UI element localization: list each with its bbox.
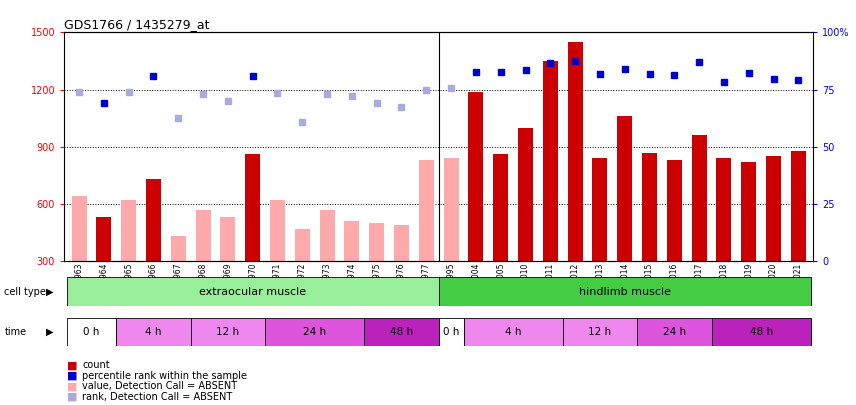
Bar [265, 318, 365, 346]
Text: 48 h: 48 h [390, 327, 413, 337]
Text: 0 h: 0 h [443, 327, 460, 337]
Text: 12 h: 12 h [588, 327, 611, 337]
Bar [196, 210, 211, 261]
Bar [394, 225, 409, 261]
Bar [438, 318, 463, 346]
Bar [692, 135, 706, 261]
Bar [97, 217, 111, 261]
Bar [562, 318, 637, 346]
Bar [443, 158, 459, 261]
Text: ▶: ▶ [45, 327, 53, 337]
Text: 0 h: 0 h [83, 327, 99, 337]
Bar [617, 116, 632, 261]
Bar [741, 162, 756, 261]
Bar [116, 318, 191, 346]
Text: ■: ■ [67, 360, 77, 370]
Bar [67, 277, 438, 306]
Bar [642, 153, 657, 261]
Text: ■: ■ [67, 392, 77, 402]
Bar [637, 318, 711, 346]
Text: ■: ■ [67, 371, 77, 381]
Bar [344, 221, 360, 261]
Bar [365, 318, 438, 346]
Bar [67, 318, 116, 346]
Bar [270, 200, 285, 261]
Bar [319, 210, 335, 261]
Bar [419, 160, 434, 261]
Bar [518, 128, 533, 261]
Bar [766, 156, 781, 261]
Text: time: time [4, 327, 27, 337]
Bar [122, 200, 136, 261]
Text: ■: ■ [67, 382, 77, 391]
Bar [294, 229, 310, 261]
Bar [221, 217, 235, 261]
Bar [463, 318, 562, 346]
Bar [568, 42, 583, 261]
Bar [468, 92, 484, 261]
Bar [146, 179, 161, 261]
Text: GDS1766 / 1435279_at: GDS1766 / 1435279_at [64, 18, 210, 31]
Bar [493, 154, 508, 261]
Bar [716, 158, 731, 261]
Text: percentile rank within the sample: percentile rank within the sample [82, 371, 247, 381]
Text: 4 h: 4 h [146, 327, 162, 337]
Bar [438, 277, 811, 306]
Text: 4 h: 4 h [505, 327, 521, 337]
Bar [543, 61, 558, 261]
Text: extraocular muscle: extraocular muscle [199, 287, 306, 296]
Bar [171, 237, 186, 261]
Text: cell type: cell type [4, 287, 46, 296]
Text: ▶: ▶ [45, 287, 53, 296]
Text: 24 h: 24 h [663, 327, 686, 337]
Text: 48 h: 48 h [750, 327, 773, 337]
Text: count: count [82, 360, 110, 370]
Bar [191, 318, 265, 346]
Bar [369, 223, 384, 261]
Bar [246, 154, 260, 261]
Bar [667, 160, 681, 261]
Text: hindlimb muscle: hindlimb muscle [579, 287, 671, 296]
Text: value, Detection Call = ABSENT: value, Detection Call = ABSENT [82, 382, 237, 391]
Bar [592, 158, 608, 261]
Text: rank, Detection Call = ABSENT: rank, Detection Call = ABSENT [82, 392, 233, 402]
Text: 12 h: 12 h [217, 327, 240, 337]
Bar [791, 151, 805, 261]
Bar [72, 196, 86, 261]
Text: 24 h: 24 h [303, 327, 326, 337]
Bar [711, 318, 811, 346]
